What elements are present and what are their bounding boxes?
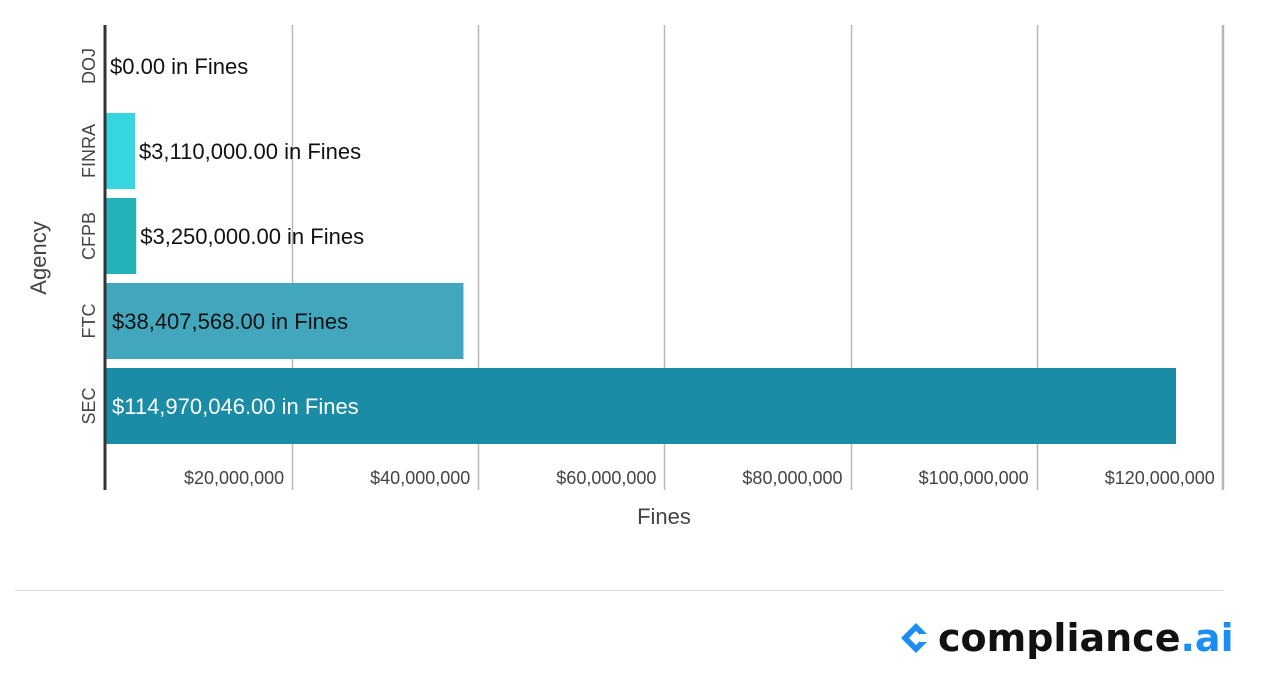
data-label-finra: $3,110,000.00 in Fines <box>139 139 361 164</box>
x-tick-label-0: $20,000,000 <box>184 468 284 488</box>
brand-suffix: .ai <box>1180 616 1234 660</box>
bar-finra <box>106 113 135 189</box>
brand-name: compliance.ai <box>938 616 1234 660</box>
category-label-doj: DOJ <box>79 48 99 84</box>
bar-sec <box>106 368 1176 444</box>
x-tick-label-4: $100,000,000 <box>919 468 1029 488</box>
footer-divider <box>15 590 1223 591</box>
data-label-ftc: $38,407,568.00 in Fines <box>112 309 348 334</box>
compliance-logo-icon <box>901 623 934 653</box>
category-label-sec: SEC <box>79 387 99 424</box>
data-label-sec: $114,970,046.00 in Fines <box>112 394 359 419</box>
bar-chart: DOJ $0.00 in Fines FINRA $3,110,000.00 in F… <box>26 25 1225 529</box>
bar-cfpb <box>106 198 137 274</box>
category-label-ftc: FTC <box>79 304 99 339</box>
bar-ftc <box>106 283 464 359</box>
x-tick-label-1: $40,000,000 <box>370 468 470 488</box>
y-axis-title: Agency <box>26 221 51 294</box>
brand-logo[interactable]: compliance.ai <box>898 612 1234 664</box>
data-label-doj: $0.00 in Fines <box>110 54 248 79</box>
category-label-cfpb: CFPB <box>79 212 99 260</box>
x-tick-label-5: $120,000,000 <box>1105 468 1215 488</box>
data-label-cfpb: $3,250,000.00 in Fines <box>140 224 364 249</box>
x-tick-label-3: $80,000,000 <box>742 468 842 488</box>
x-axis-title: Fines <box>637 504 691 529</box>
category-label-finra: FINRA <box>79 124 99 178</box>
x-tick-label-2: $60,000,000 <box>556 468 656 488</box>
